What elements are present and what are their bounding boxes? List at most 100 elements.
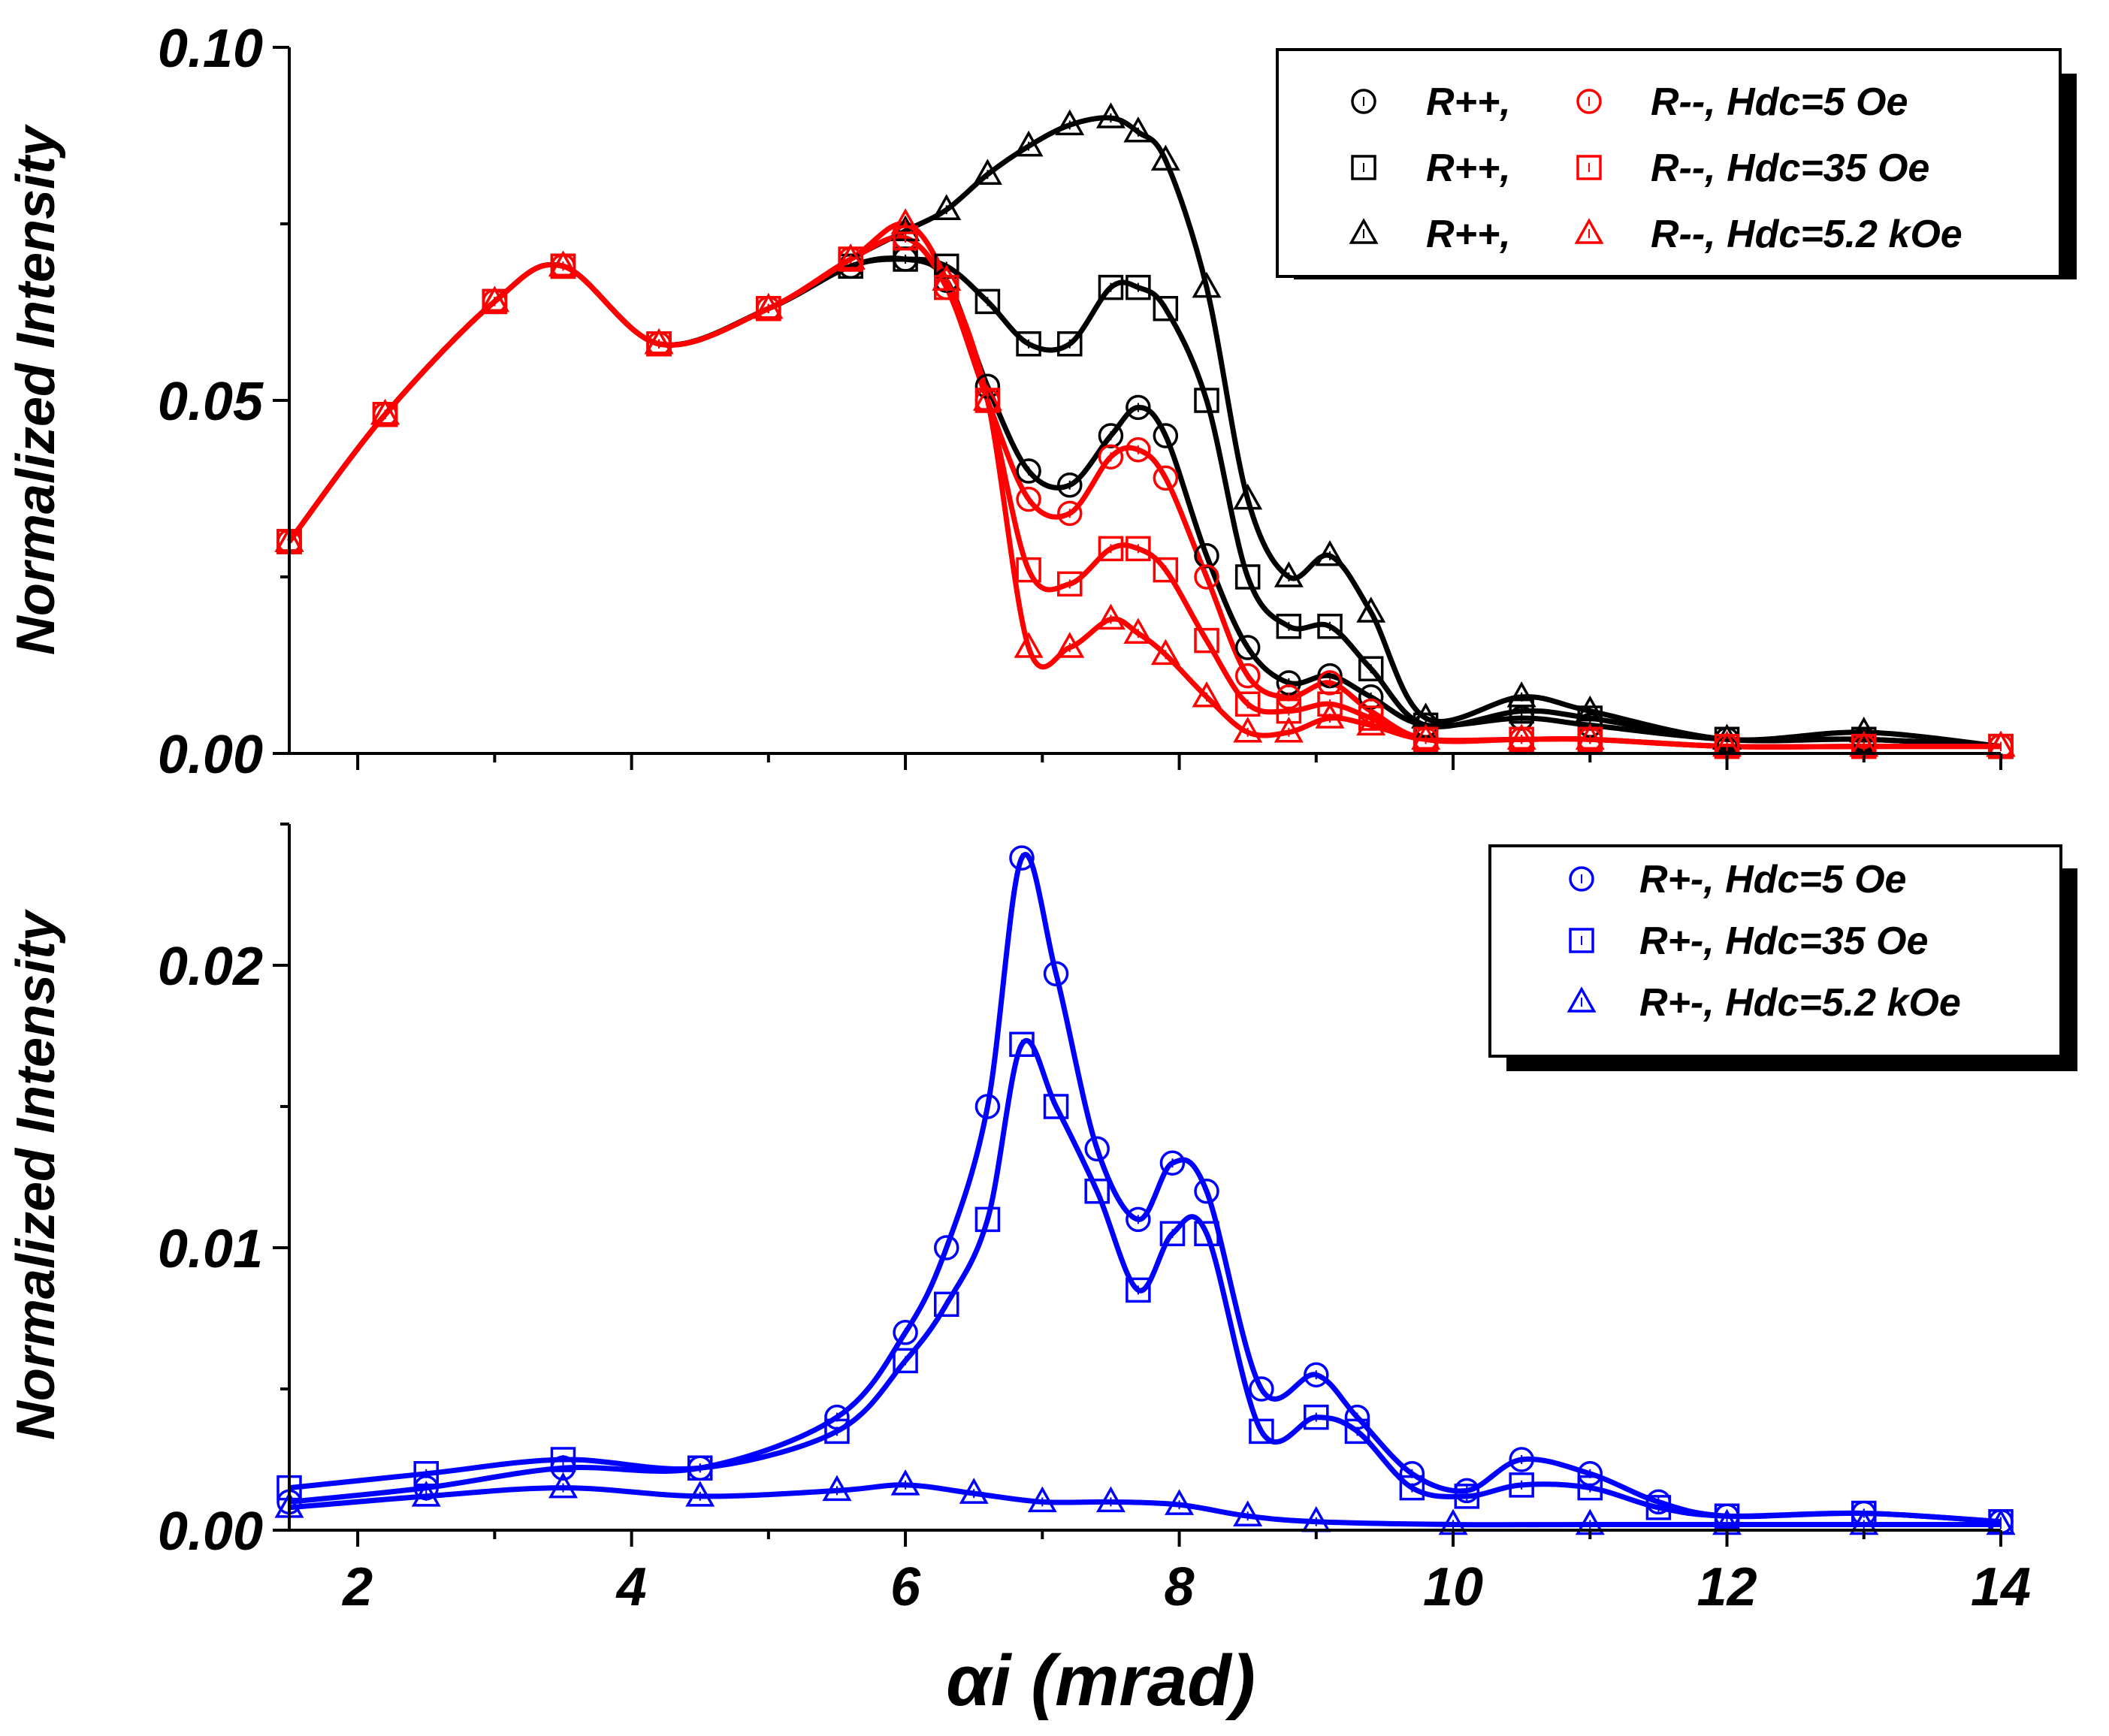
data-point-circle: [1194, 564, 1219, 590]
data-point-square: [1344, 1418, 1370, 1445]
data-point-square: [756, 296, 781, 322]
data-point-square: [687, 1455, 713, 1481]
y-tick-label: 0.00: [158, 725, 263, 785]
data-point-circle: [1317, 670, 1343, 696]
data-point-circle: [1057, 500, 1083, 527]
data-point-square: [1194, 1221, 1219, 1246]
legend-marker-red-circle: [1576, 89, 1602, 114]
fit-line-square-4: [287, 234, 2001, 750]
data-point-square: [1509, 726, 1534, 752]
data-point-square: [1126, 1277, 1151, 1303]
data-point-square: [1098, 274, 1124, 300]
legend-marker-red-square: [1576, 155, 1602, 180]
data-point-triangle: [685, 1481, 715, 1507]
data-point-triangle: [972, 385, 1002, 411]
data-point-square: [824, 1418, 850, 1445]
bottom-axis-ticks: 0.00 0.01 0.02 2 4 6 8 10 12 14: [158, 823, 2031, 1617]
data-point-square: [1851, 733, 1877, 759]
data-point-triangle: [890, 208, 920, 234]
bottom-panel: 0.00 0.01 0.02 2 4 6 8 10 12 14 Normalized Intens…: [6, 823, 2077, 1617]
data-point-square: [276, 529, 302, 554]
y-tick-label: 0.10: [158, 19, 263, 79]
data-point-triangle: [1014, 130, 1044, 157]
x-tick-label: 10: [1423, 1557, 1483, 1617]
data-point-circle: [1016, 486, 1041, 512]
data-point-triangle: [822, 1475, 852, 1502]
data-point-square: [1016, 331, 1041, 357]
data-point-circle: [1016, 458, 1041, 484]
data-point-triangle: [548, 1472, 578, 1499]
data-point-triangle: [1095, 1486, 1126, 1513]
data-point-circle: [1249, 1376, 1274, 1402]
data-point-triangle: [1411, 723, 1441, 750]
data-point-square: [1098, 536, 1124, 562]
data-point-triangle: [479, 285, 509, 312]
data-point-circle: [1126, 437, 1151, 463]
data-point-circle: [1234, 635, 1261, 660]
fit-line-square-1: [289, 1037, 2002, 1525]
data-point-triangle: [1150, 639, 1180, 666]
data-point-triangle: [548, 250, 578, 277]
data-point-triangle: [1849, 716, 1879, 743]
legend-label: R++,: [1426, 80, 1511, 124]
legend-label: R+-, Hdc=5 Oe: [1639, 858, 1906, 901]
data-point-square: [1851, 1500, 1877, 1526]
data-point-square: [1577, 726, 1603, 752]
legend-label: R+-, Hdc=35 Oe: [1639, 919, 1928, 963]
data-point-square: [1509, 698, 1534, 724]
y-tick-label: 0.05: [158, 372, 264, 432]
data-point-square: [1234, 564, 1261, 590]
legend-marker-blue-triangle: [1567, 986, 1597, 1013]
data-point-triangle: [1233, 1500, 1263, 1526]
x-tick-label: 6: [890, 1557, 921, 1617]
legend-marker-blue-square: [1569, 928, 1594, 953]
data-point-square: [1234, 691, 1261, 717]
data-point-circle: [1126, 1206, 1151, 1233]
data-point-triangle: [754, 292, 784, 319]
data-point-square: [372, 402, 398, 427]
data-point-square: [838, 246, 863, 272]
legend-label: R+-, Hdc=5.2 kOe: [1639, 981, 1961, 1025]
bottom-legend: R+-, Hdc=5 Oe R+-, Hdc=35 Oe R+-, Hdc=5.2 …: [1488, 844, 2077, 1071]
x-tick-label: 2: [341, 1557, 373, 1617]
fit-line-circle-0: [287, 255, 2002, 750]
data-point-triangle: [1356, 709, 1386, 736]
data-point-square: [1057, 331, 1083, 357]
data-point-square: [1194, 627, 1219, 654]
data-point-circle: [1194, 1179, 1219, 1204]
data-point-square: [1304, 1404, 1329, 1430]
data-point-triangle: [890, 1469, 920, 1496]
data-point-triangle: [1055, 109, 1085, 136]
data-point-triangle: [932, 194, 962, 220]
data-point-triangle: [1506, 681, 1536, 708]
data-point-square: [1399, 1475, 1425, 1501]
legend-label: R--, Hdc=5 Oe: [1651, 80, 1908, 124]
x-axis-title: αi (mrad): [946, 1641, 1255, 1721]
legend-label: R++,: [1426, 146, 1511, 190]
data-point-circle: [1057, 472, 1083, 498]
data-point-triangle: [644, 328, 674, 355]
data-point-square: [1276, 614, 1302, 639]
data-point-square: [1358, 656, 1384, 681]
y-tick-label: 0.02: [158, 937, 263, 997]
data-point-triangle: [1233, 483, 1263, 510]
data-point-square: [1249, 1418, 1274, 1445]
y-tick-label: 0.00: [158, 1502, 263, 1562]
data-point-square: [1159, 1221, 1186, 1246]
x-tick-label: 8: [1165, 1557, 1195, 1617]
data-point-square: [482, 288, 508, 315]
legend-marker-red-triangle: [1574, 218, 1604, 244]
data-point-circle: [1084, 1136, 1110, 1162]
top-legend-box: [1276, 48, 2062, 278]
data-point-square: [646, 331, 672, 357]
data-point-square: [1714, 1503, 1740, 1529]
data-point-circle: [1098, 444, 1124, 469]
data-point-square: [1317, 691, 1343, 717]
data-point-square: [1153, 296, 1179, 322]
fit-line-circle-3: [287, 234, 2001, 750]
legend-marker-black-triangle: [1349, 218, 1379, 244]
data-point-square: [1057, 571, 1083, 597]
fit-line-circle-0: [289, 852, 2002, 1525]
top-panel: 0.00 0.05 0.10 Normalized Intensity R++, R-…: [6, 19, 2077, 785]
data-point-triangle: [1192, 681, 1222, 708]
